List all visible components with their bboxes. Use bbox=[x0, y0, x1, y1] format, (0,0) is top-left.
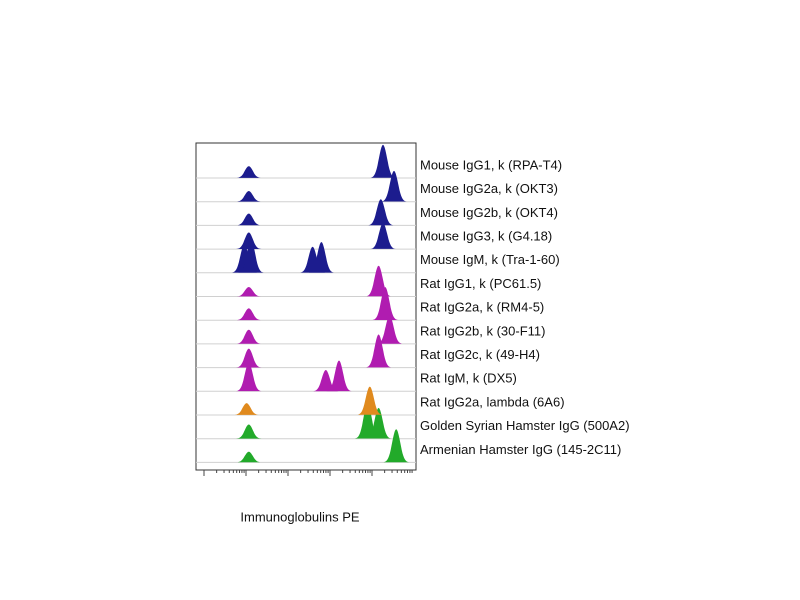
histogram-peak bbox=[236, 287, 262, 297]
histogram-peak bbox=[376, 315, 403, 344]
series-label: Mouse IgM, k (Tra-1-60) bbox=[420, 252, 560, 267]
histogram-peak bbox=[370, 223, 396, 249]
series-label: Rat IgG1, k (PC61.5) bbox=[420, 276, 541, 291]
histogram-peak bbox=[236, 213, 262, 226]
histogram-peak bbox=[365, 407, 392, 439]
x-axis-label: Immunoglobulins PE bbox=[240, 509, 360, 524]
histogram-peak bbox=[381, 170, 407, 202]
histogram-peak bbox=[383, 429, 409, 463]
series-label: Mouse IgG3, k (G4.18) bbox=[420, 229, 552, 244]
x-axis-ticks bbox=[203, 470, 413, 476]
histogram-peak bbox=[236, 191, 262, 202]
histogram-peak bbox=[370, 144, 396, 178]
series-label: Rat IgG2c, k (49-H4) bbox=[420, 347, 540, 362]
histogram-peak bbox=[326, 360, 352, 392]
histogram-peak bbox=[236, 362, 262, 392]
histogram-peak bbox=[236, 329, 262, 344]
histogram-peak bbox=[236, 451, 262, 463]
series-label: Mouse IgG1, k (RPA-T4) bbox=[420, 157, 562, 172]
histogram-peak bbox=[236, 348, 262, 368]
series-label: Rat IgG2b, k (30-F11) bbox=[420, 323, 545, 338]
histogram-peak bbox=[236, 232, 262, 249]
histogram-peak bbox=[365, 334, 392, 368]
histogram-peak bbox=[357, 386, 383, 415]
histogram-peak bbox=[365, 265, 392, 297]
series-label: Golden Syrian Hamster IgG (500A2) bbox=[420, 418, 630, 433]
series-label: Rat IgG2a, lambda (6A6) bbox=[420, 394, 565, 409]
plot-frame bbox=[195, 142, 417, 471]
series-label: Mouse IgG2a, k (OKT3) bbox=[420, 181, 558, 196]
histogram-peak bbox=[236, 308, 262, 321]
histogram-peak bbox=[233, 403, 260, 415]
histogram-peak bbox=[372, 287, 398, 320]
histogram-peak bbox=[236, 424, 262, 439]
series-label: Rat IgM, k (DX5) bbox=[420, 371, 517, 386]
histogram-peak bbox=[368, 199, 394, 226]
series-label: Mouse IgG2b, k (OKT4) bbox=[420, 205, 558, 220]
histogram-peak bbox=[236, 166, 262, 178]
histogram-peak bbox=[308, 242, 335, 273]
series-label: Rat IgG2a, k (RM4-5) bbox=[420, 300, 544, 315]
histogram-peak bbox=[238, 239, 264, 273]
series-label: Armenian Hamster IgG (145-2C11) bbox=[420, 442, 621, 457]
